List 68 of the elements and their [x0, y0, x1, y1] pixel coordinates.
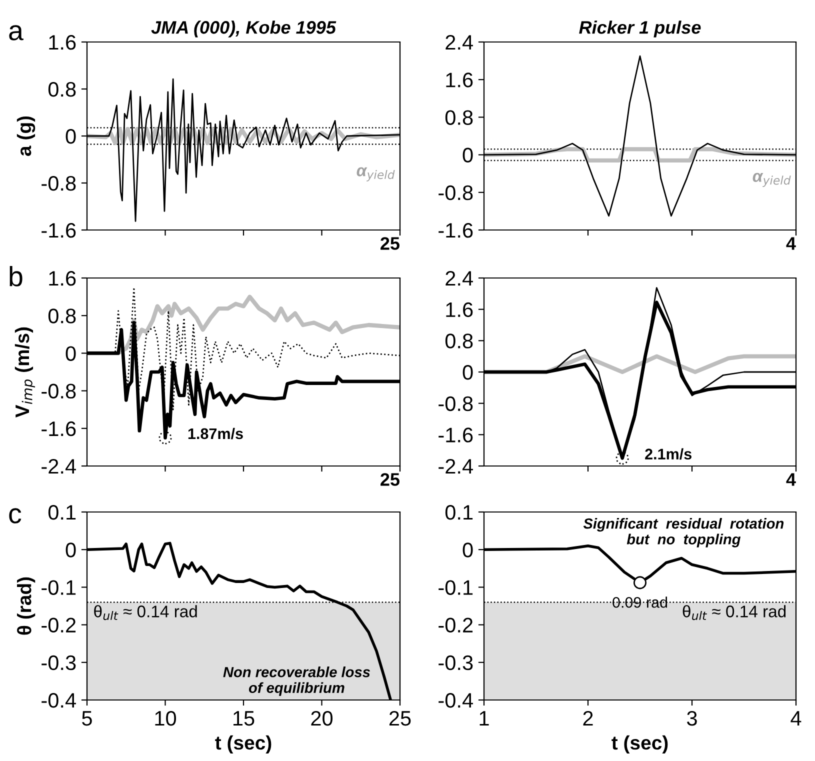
y-tick-label: 0.1: [445, 505, 473, 520]
annotation: α$_{yield}$: [752, 172, 791, 187]
y-tick-label: 0: [66, 346, 76, 361]
x-tick-label: 20: [311, 710, 333, 726]
text: c: [9, 508, 22, 524]
y-tick-label: 1.6: [49, 271, 76, 286]
y-tick-label: 2.4: [446, 35, 473, 50]
y-tick-label: -2.4: [438, 459, 473, 474]
text: 25: [380, 473, 400, 486]
y-tick-label: -0.2: [42, 618, 76, 633]
y-tick-label: 2.4: [446, 271, 473, 286]
x-tick-label: 2: [583, 710, 593, 726]
chart-title: JMA (000), Kobe 1995: [151, 20, 336, 38]
annotation: 0.09 rad: [612, 596, 668, 608]
band-label: θ$_{ult}$ ≈ 0.14 rad: [682, 605, 786, 620]
y-tick-label: 0: [462, 148, 473, 163]
text: a: [9, 25, 24, 40]
y-tick-label: 0.8: [48, 308, 76, 324]
y-tick-label: 0.8: [48, 82, 76, 97]
y-axis-title: a (g): [16, 116, 36, 156]
y-tick-label: 0.8: [445, 110, 473, 125]
y-tick-label: -2.4: [42, 459, 76, 474]
y-tick-label: -0.8: [438, 185, 473, 200]
y-tick-label: -0.1: [42, 580, 76, 595]
y-tick-label: -0.2: [438, 618, 473, 633]
x-tick-label: 15: [234, 711, 254, 726]
y-tick-label: 1.6: [49, 35, 76, 50]
y-tick-label: -0.8: [42, 384, 76, 399]
y-tick-label: -0.3: [42, 655, 76, 670]
x-tick-label: 10: [155, 710, 176, 726]
y-axis-title: V$_{imp}$ (m/s): [14, 327, 36, 418]
annotation: 1.87m/s: [188, 428, 243, 440]
x-tick-label: 25: [389, 710, 411, 726]
y-tick-label: -0.8: [42, 176, 76, 191]
text: 25: [380, 237, 400, 250]
annotation: 2.1m/s: [645, 448, 692, 460]
annotation: α$_{yield}$: [356, 167, 395, 182]
y-tick-label: 0.1: [48, 505, 76, 520]
y-tick-label: 0: [462, 542, 473, 558]
y-tick-label: 0: [462, 365, 473, 380]
y-tick-label: -0.4: [438, 693, 473, 708]
y-tick-label: 0: [66, 542, 76, 558]
x-tick-label: 1: [480, 711, 489, 726]
y-tick-label: 0.8: [445, 334, 473, 348]
y-tick-label: -0.3: [438, 655, 473, 670]
band-label: θ$_{ult}$ ≈ 0.14 rad: [94, 605, 197, 620]
y-tick-label: 1.6: [446, 302, 473, 318]
y-tick-label: -1.6: [438, 223, 473, 238]
x-axis-title: t (sec): [612, 735, 668, 754]
y-tick-label: -1.6: [42, 421, 76, 436]
text: 4: [786, 473, 796, 486]
y-axis-title: θ (rad): [17, 577, 36, 635]
annotation: Significant residual rotation but no toppling: [583, 518, 784, 548]
text: 4: [786, 237, 796, 250]
y-tick-label: 0: [66, 129, 76, 144]
x-axis-title: t (sec): [215, 735, 272, 754]
y-tick-label: -1.6: [438, 428, 473, 442]
y-tick-label: -0.8: [438, 396, 473, 412]
y-tick-label: -0.1: [438, 580, 473, 595]
chart-title: Ricker 1 pulse: [579, 20, 701, 38]
text: b: [10, 266, 22, 286]
y-tick-label: -1.6: [42, 223, 76, 238]
y-tick-label: -0.4: [42, 693, 76, 708]
annotation: Non recoverable loss of equilibrium: [223, 666, 370, 696]
x-tick-label: 5: [82, 711, 92, 726]
y-tick-label: 1.6: [446, 72, 473, 88]
x-tick-label: 4: [790, 711, 802, 726]
x-tick-label: 3: [687, 710, 697, 726]
